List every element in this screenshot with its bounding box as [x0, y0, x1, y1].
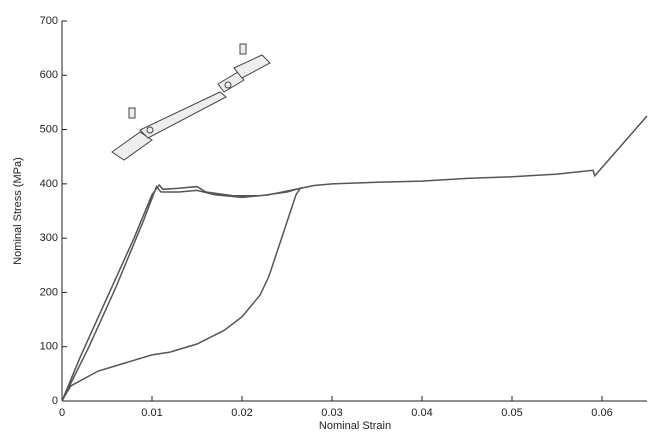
- x-tick-label: 0.04: [411, 407, 432, 419]
- y-axis-label: Nominal Stress (MPa): [12, 157, 24, 265]
- y-tick-label: 200: [40, 286, 58, 298]
- y-tick-label: 500: [40, 123, 58, 135]
- y-tick-label: 600: [40, 69, 58, 81]
- specimen-sketch: [111, 43, 271, 161]
- x-tick-label: 0.01: [141, 407, 162, 419]
- x-tick-label: 0.06: [591, 407, 612, 419]
- y-tick-label: 0: [52, 395, 58, 407]
- stress-strain-curve: [61, 115, 648, 402]
- y-tick-label: 100: [40, 341, 58, 353]
- x-axis-label: Nominal Strain: [319, 420, 391, 432]
- x-tick-label: 0: [59, 407, 65, 419]
- x-tick-label: 0.05: [501, 407, 522, 419]
- y-tick-label: 300: [40, 232, 58, 244]
- y-tick-label: 400: [40, 178, 58, 190]
- y-tick-label: 700: [40, 15, 58, 27]
- x-tick-label: 0.02: [231, 407, 252, 419]
- x-tick-label: 0.03: [321, 407, 342, 419]
